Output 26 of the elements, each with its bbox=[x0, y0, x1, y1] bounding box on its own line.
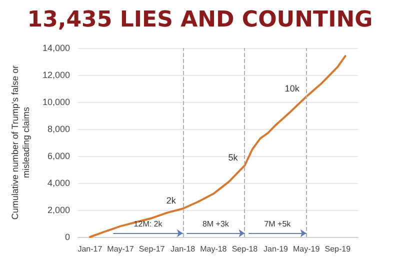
y-tick-label: 14,000 bbox=[42, 43, 70, 53]
annotation: 10k bbox=[284, 84, 300, 94]
x-tick-label: Sep-19 bbox=[324, 244, 352, 254]
y-tick-label: 8,000 bbox=[47, 124, 70, 134]
y-tick-label: 6,000 bbox=[47, 151, 70, 161]
annotation: 8M +3k bbox=[202, 220, 230, 229]
y-axis-title: Cumulative number of Trump's false or misleading claims bbox=[10, 65, 32, 220]
x-tick-label: Jan-17 bbox=[78, 244, 103, 254]
x-tick-label: May-19 bbox=[292, 244, 320, 254]
annotation: 5k bbox=[228, 152, 238, 162]
x-tick-label: Jan-19 bbox=[264, 244, 289, 254]
annotation: 7M +5k bbox=[264, 220, 292, 229]
x-tick-label: Sep-18 bbox=[232, 244, 258, 254]
annotation: 12M: 2k bbox=[134, 220, 164, 229]
y-tick-label: 12,000 bbox=[42, 70, 70, 80]
line-series bbox=[88, 55, 346, 238]
x-tick-label: May-17 bbox=[107, 244, 134, 254]
x-tick-label: Jan-18 bbox=[170, 244, 196, 254]
y-tick-label: 2,000 bbox=[47, 205, 70, 215]
annotation: 2k bbox=[166, 196, 176, 206]
y-tick-label: 0 bbox=[64, 232, 70, 242]
y-tick-label: 4,000 bbox=[47, 178, 70, 188]
chart-title: 13,435 LIES AND COUNTING bbox=[27, 8, 373, 32]
x-tick-label: Sep-17 bbox=[138, 244, 166, 254]
y-tick-label: 10,000 bbox=[42, 97, 70, 107]
x-tick-label: May-18 bbox=[200, 244, 228, 254]
